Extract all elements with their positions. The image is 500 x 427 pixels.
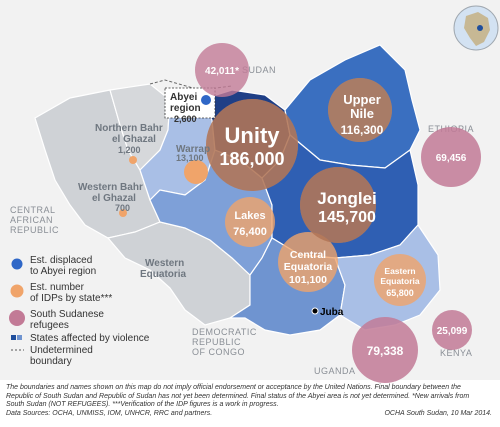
country-label-uganda: UGANDA	[314, 366, 356, 376]
state-name-warrap: Warrap	[176, 144, 210, 155]
state-name-eastern-equatoria-1: Eastern	[384, 266, 415, 276]
refugee-value-kenya: 25,099	[437, 326, 468, 337]
disclaimer-footer: The boundaries and names shown on this m…	[6, 384, 496, 418]
legend-violence-swatch-1	[11, 335, 16, 340]
africa-locator-globe	[453, 5, 499, 51]
country-label-sudan: SUDAN	[242, 65, 276, 75]
refugee-value-ethiopia: 69,456	[436, 153, 467, 164]
disclaimer-line-2: Republic of South Sudan and Republic of …	[6, 392, 470, 400]
juba-label: Juba	[320, 307, 344, 318]
country-label-car-2: AFRICAN	[10, 215, 53, 225]
state-value-wbeg: 700	[115, 203, 130, 213]
legend-idps-swatch	[10, 284, 24, 298]
country-label-drc-2: REPUBLIC	[192, 337, 241, 347]
abyei-marker	[201, 95, 211, 105]
idp-circle-wbeg	[119, 209, 127, 217]
state-name-western-equatoria-2: Equatoria	[140, 269, 187, 280]
juba-marker	[311, 307, 319, 315]
abyei-label-2: region	[170, 103, 201, 114]
legend-refugees-1: South Sudanese	[30, 309, 104, 320]
state-value-central-equatoria: 101,100	[289, 274, 327, 286]
state-name-lakes: Lakes	[234, 210, 265, 222]
disclaimer-line-1: The boundaries and names shown on this m…	[6, 384, 461, 391]
state-name-central-equatoria-1: Central	[290, 249, 326, 261]
idp-circle-upper-nile	[328, 78, 392, 142]
state-value-unity: 186,000	[219, 149, 284, 169]
legend-refugees-swatch	[9, 310, 25, 326]
state-value-warrap: 13,100	[176, 153, 204, 163]
refugee-circle-sudan	[195, 43, 249, 97]
idp-circle-nbeg	[129, 156, 137, 164]
country-label-kenya: KENYA	[440, 348, 472, 358]
legend-abyei-swatch	[11, 258, 23, 270]
state-name-central-equatoria-2: Equatoria	[284, 261, 333, 273]
state-value-nbeg: 1,200	[118, 145, 141, 155]
undetermined-boundary-line	[149, 79, 233, 91]
legend-idps-2: of IDPs by state***	[30, 293, 112, 304]
legend: Est. displaced to Abyei region Est. numb…	[9, 255, 150, 367]
state-value-jonglei: 145,700	[318, 209, 376, 226]
refugee-value-uganda: 79,338	[367, 344, 404, 358]
legend-refugees-2: refugees	[30, 320, 69, 331]
data-sources-line: Data Sources: OCHA, UNMISS, IOM, UNHCR, …	[6, 409, 213, 417]
refugee-value-sudan: 42,011*	[205, 66, 239, 77]
idp-circle-lakes	[225, 197, 275, 247]
idp-circle-eastern-equatoria	[374, 254, 426, 306]
country-label-drc-3: OF CONGO	[192, 347, 245, 357]
state-name-eastern-equatoria-2: Equatoria	[380, 276, 419, 286]
state-name-nbeg-1: Northern Bahr	[95, 123, 163, 134]
legend-idps-1: Est. number	[30, 282, 85, 293]
legend-boundary-1: Undetermined	[30, 345, 93, 356]
abyei-value: 2,600	[174, 114, 197, 124]
state-name-nbeg-2: el Ghazal	[112, 134, 156, 145]
legend-violence-swatch-2	[17, 335, 22, 340]
state-circle-unity-overlay	[206, 99, 298, 191]
refugee-circle-uganda	[352, 317, 418, 383]
legend-boundary-2: boundary	[30, 356, 72, 367]
abyei-label-1: Abyei	[170, 92, 197, 103]
state-circle-jonglei-overlay	[300, 167, 376, 243]
state-value-lakes: 76,400	[233, 226, 267, 238]
state-circle-upper-nile-overlay	[328, 78, 392, 142]
state-value-eastern-equatoria: 65,800	[386, 288, 414, 298]
state-name-upper-nile-2: Nile	[350, 106, 374, 121]
state-name-wbeg-1: Western Bahr	[78, 182, 143, 193]
state-name-wbeg-2: el Ghazal	[92, 193, 136, 204]
country-label-car-1: CENTRAL	[10, 205, 56, 215]
legend-abyei-1: Est. displaced	[30, 255, 92, 266]
state-name-unity: Unity	[225, 123, 281, 148]
state-value-upper-nile: 116,300	[341, 123, 384, 137]
legend-abyei-2: to Abyei region	[30, 266, 96, 277]
state-name-jonglei: Jonglei	[317, 189, 377, 208]
state-name-upper-nile-1: Upper	[343, 92, 381, 107]
country-label-car-3: REPUBLIC	[10, 225, 59, 235]
disclaimer-line-3: South Sudan (NOT REFUGEES). ***Verificat…	[6, 401, 279, 409]
state-name-western-equatoria-1: Western	[145, 258, 184, 269]
idp-circle-warrap	[184, 160, 208, 184]
country-label-drc-1: DEMOCRATIC	[192, 327, 257, 337]
legend-violence: States affected by violence	[30, 333, 150, 344]
idp-circle-central-equatoria	[278, 232, 338, 292]
map-credit: OCHA South Sudan, 10 Mar 2014.	[384, 410, 492, 417]
refugee-circle-ethiopia	[421, 127, 481, 187]
refugee-circle-kenya	[432, 310, 472, 350]
